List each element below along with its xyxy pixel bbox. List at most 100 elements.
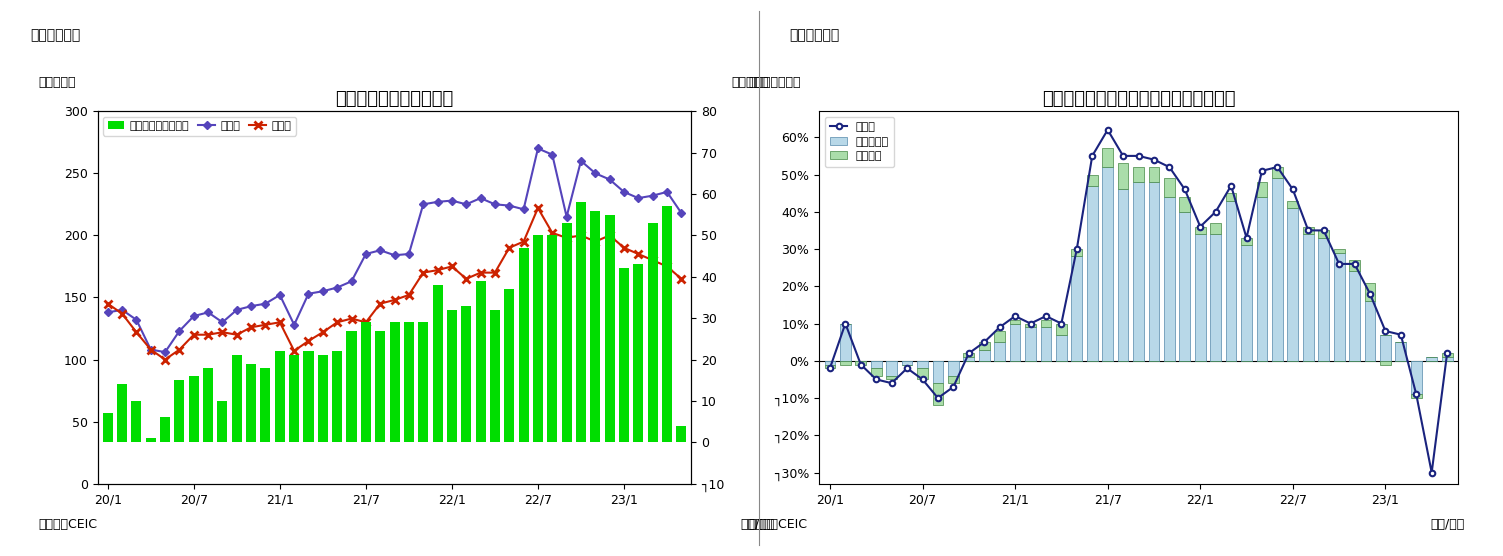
輸出額 <box>1222 182 1240 189</box>
Bar <box>1241 245 1252 361</box>
Bar <box>1102 167 1114 361</box>
Bar <box>661 206 672 443</box>
Bar <box>887 376 897 379</box>
Bar <box>304 351 314 443</box>
Bar <box>1380 335 1390 361</box>
Text: （前年同月比）: （前年同月比） <box>748 76 801 89</box>
輸出額 <box>1407 391 1425 398</box>
Bar <box>1057 335 1067 361</box>
Bar <box>1195 227 1205 234</box>
Text: （図表）９）: （図表）９） <box>30 28 80 42</box>
Bar <box>1210 234 1220 361</box>
輸出額 <box>899 365 917 371</box>
Bar <box>1426 357 1437 361</box>
Bar <box>1257 182 1267 197</box>
Bar <box>1288 208 1299 361</box>
Text: （億ドル）: （億ドル） <box>39 76 75 89</box>
輸出額 <box>929 395 947 401</box>
輸出額 <box>1067 246 1085 252</box>
Bar <box>870 368 882 376</box>
Bar <box>1226 193 1237 201</box>
Bar <box>1288 201 1299 208</box>
Bar <box>1226 201 1237 361</box>
Bar <box>917 368 927 379</box>
Bar <box>1102 148 1114 167</box>
Bar <box>174 380 185 443</box>
Bar <box>591 211 600 443</box>
Bar <box>1163 197 1175 361</box>
Bar <box>1195 234 1205 361</box>
Bar <box>389 322 400 443</box>
輸出額 <box>1237 235 1255 241</box>
Bar <box>203 368 213 443</box>
Bar <box>117 384 128 443</box>
Bar <box>475 281 485 443</box>
輸出額 <box>1438 350 1456 357</box>
Bar <box>404 322 413 443</box>
輸出額 <box>1254 167 1272 174</box>
Bar <box>1241 238 1252 245</box>
Bar <box>840 324 851 361</box>
輸出額 <box>852 361 870 368</box>
Bar <box>1072 249 1082 256</box>
Bar <box>917 361 927 368</box>
Bar <box>1333 253 1345 361</box>
Bar <box>504 289 514 443</box>
Bar <box>648 223 658 443</box>
Text: （資料）CEIC: （資料）CEIC <box>39 518 98 532</box>
Bar <box>102 413 113 443</box>
Bar <box>870 361 882 368</box>
輸出額 <box>1052 320 1070 327</box>
Bar <box>1148 167 1159 182</box>
Bar <box>1118 190 1129 361</box>
輸出額 <box>1207 208 1225 215</box>
Bar <box>619 269 628 443</box>
輸出額 <box>1160 163 1178 170</box>
Bar <box>978 342 989 350</box>
Text: （年/月）: （年/月） <box>1429 518 1464 532</box>
Bar <box>1318 230 1329 238</box>
輸出額 <box>1284 186 1302 193</box>
Bar <box>1365 301 1375 361</box>
Bar <box>1180 212 1190 361</box>
Bar <box>902 361 912 365</box>
輸出額 <box>944 384 962 390</box>
Bar <box>1303 234 1314 361</box>
Bar <box>1318 238 1329 361</box>
輸出額 <box>1315 227 1333 234</box>
輸出額 <box>960 350 978 357</box>
Bar <box>1441 354 1452 357</box>
Bar <box>361 322 371 443</box>
Bar <box>347 331 356 443</box>
Bar <box>576 202 586 443</box>
Bar <box>604 215 615 443</box>
Bar <box>332 351 343 443</box>
Bar <box>1118 163 1129 190</box>
Bar <box>676 426 687 443</box>
Bar <box>1272 178 1282 361</box>
輸出額 <box>821 365 839 371</box>
Bar <box>1350 271 1360 361</box>
Bar <box>161 418 170 443</box>
Bar <box>490 310 500 443</box>
Bar <box>1040 320 1051 327</box>
Bar <box>1350 260 1360 271</box>
Bar <box>418 322 428 443</box>
輸出額 <box>836 320 854 327</box>
Title: インドネシア　輸出の伸び率（品目別）: インドネシア 輸出の伸び率（品目別） <box>1042 90 1235 108</box>
輸出額 <box>1145 156 1163 163</box>
Bar <box>995 342 1006 361</box>
輸出額 <box>1037 312 1055 319</box>
Bar <box>1333 249 1345 253</box>
Bar <box>1395 342 1407 361</box>
Bar <box>376 331 385 443</box>
Title: インドネシア　買易収支: インドネシア 買易収支 <box>335 90 454 108</box>
Bar <box>1025 324 1036 327</box>
Bar <box>1087 175 1097 186</box>
輸出額 <box>1175 186 1193 193</box>
輸出額 <box>1022 320 1040 327</box>
Bar <box>317 355 328 443</box>
Bar <box>1365 282 1375 301</box>
輸出額 <box>1423 469 1441 476</box>
Text: （資料）CEIC: （資料）CEIC <box>748 518 809 532</box>
